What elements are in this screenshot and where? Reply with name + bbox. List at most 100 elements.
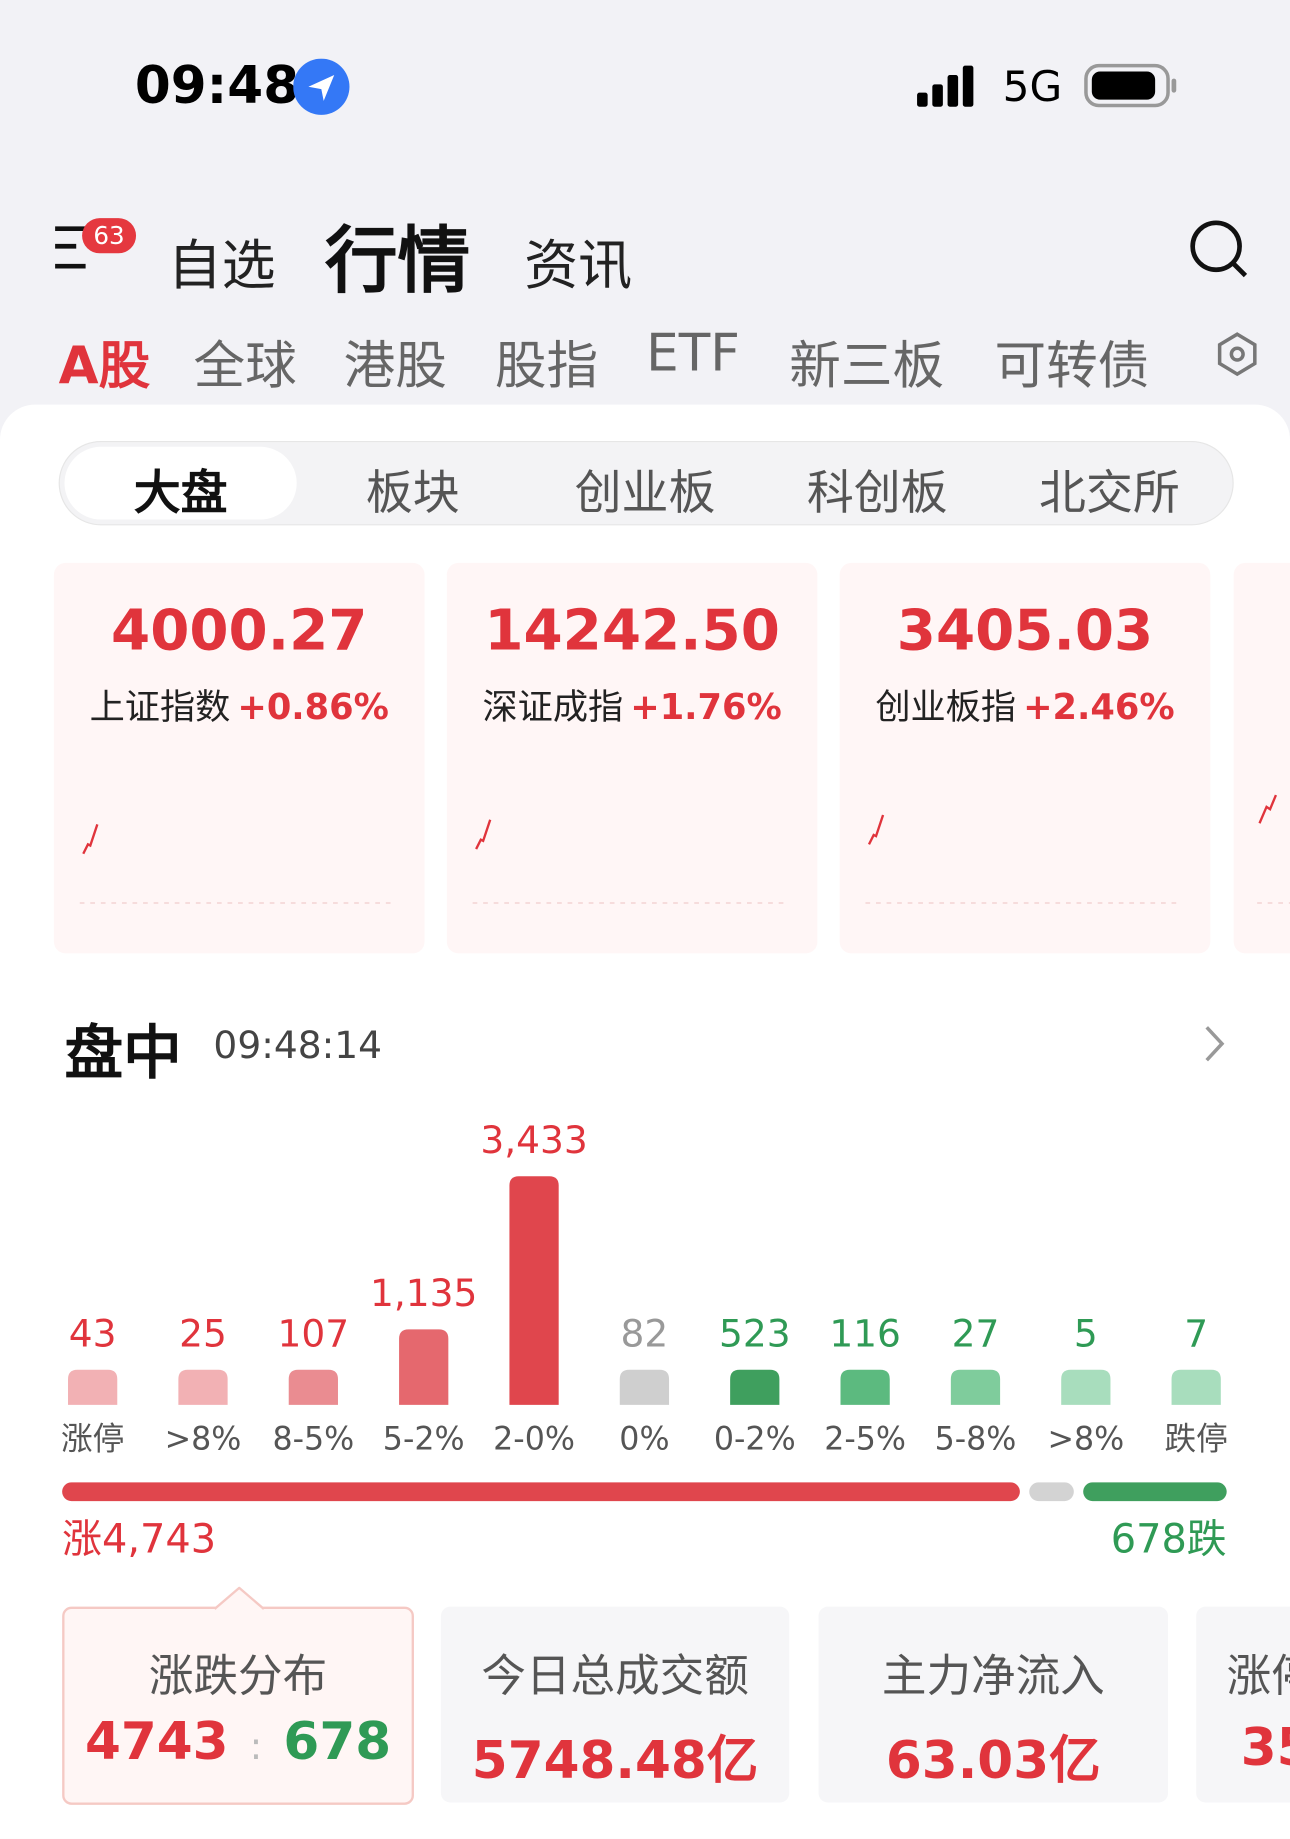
card-value: 35 <box>1240 1718 1290 1778</box>
index-row: 深证成指 +1.76% <box>447 678 818 730</box>
up-count: 4743 <box>84 1712 229 1772</box>
distribution-chart: 43涨停25>8%1078-5%1,1355-2%3,4332-0%820%52… <box>61 1118 1228 1563</box>
index-row: 上证指数 +0.86% <box>54 678 425 730</box>
up-label: 涨4,743 <box>62 1517 216 1563</box>
summary-card[interactable]: 涨停 35 <box>1196 1606 1290 1803</box>
bar <box>178 1369 228 1405</box>
battery-icon <box>1084 63 1177 108</box>
segment-tab[interactable]: 大盘 <box>133 466 228 521</box>
bar <box>509 1176 559 1405</box>
segment-tab[interactable]: 北交所 <box>1039 466 1180 521</box>
card-value: 63.03亿 <box>885 1730 1101 1791</box>
bar <box>730 1369 780 1405</box>
index-change: +2.46% <box>1023 687 1175 729</box>
category-label: >8% <box>165 1421 242 1457</box>
index-card <box>1233 562 1290 954</box>
index-card[interactable]: 14242.50 深证成指 +1.76% <box>446 562 818 954</box>
nav-tab[interactable]: 资讯 <box>524 233 633 297</box>
bar <box>1061 1369 1111 1405</box>
breadth-down <box>1083 1482 1227 1502</box>
bar <box>619 1369 670 1405</box>
market-tab[interactable]: 股指 <box>494 336 599 397</box>
index-name: 创业板指 <box>875 687 1017 729</box>
signal-icon <box>917 65 974 107</box>
card-value: 5748.48亿 <box>471 1730 759 1791</box>
clock: 09:48 <box>134 56 300 117</box>
index-row: 创业板指 +2.46% <box>840 678 1211 730</box>
summary-card[interactable]: 主力净流入 63.03亿 <box>818 1606 1169 1803</box>
section-title: 盘中 <box>64 1019 182 1088</box>
down-label: 678跌 <box>1111 1517 1227 1563</box>
nav-tab[interactable]: 行情 <box>324 218 471 304</box>
value-label: 116 <box>829 1311 901 1355</box>
index-value: 14242.50 <box>484 598 780 664</box>
market-tab[interactable]: 港股 <box>343 336 447 397</box>
index-change: +0.86% <box>237 687 389 729</box>
sparkline <box>79 824 397 904</box>
location-icon <box>293 58 350 115</box>
settings-icon[interactable] <box>1214 331 1261 378</box>
section-time: 09:48:14 <box>213 1022 382 1068</box>
card-title: 涨停 <box>1226 1650 1290 1702</box>
index-card[interactable]: 3405.03 创业板指 +2.46% <box>839 562 1211 954</box>
category-label: 5-8% <box>935 1421 1017 1457</box>
index-value: 3405.03 <box>896 598 1154 664</box>
down-count: 678 <box>283 1712 392 1772</box>
value-label: 3,433 <box>480 1118 587 1162</box>
category-label: 5-2% <box>383 1421 465 1457</box>
value-label: 7 <box>1184 1311 1208 1355</box>
segment-selected <box>64 446 297 520</box>
breadth-up <box>62 1482 1020 1502</box>
bar <box>840 1369 890 1405</box>
category-label: 0-2% <box>714 1421 796 1457</box>
summary-card[interactable]: 今日总成交额 5748.48亿 <box>440 1606 790 1803</box>
market-tab[interactable]: A股 <box>58 336 151 397</box>
category-label: 8-5% <box>272 1421 354 1457</box>
card-value: 4743:678 <box>84 1712 392 1772</box>
index-name: 深证成指 <box>482 687 624 729</box>
market-tab[interactable]: 新三板 <box>789 336 945 397</box>
bar <box>288 1369 338 1405</box>
category-label: >8% <box>1047 1421 1124 1457</box>
market-tab[interactable]: 全球 <box>193 336 297 397</box>
value-label: 82 <box>621 1311 669 1355</box>
value-label: 523 <box>719 1311 791 1355</box>
sparkline <box>865 814 1183 904</box>
network: 5G <box>1002 63 1063 112</box>
menu-icon[interactable] <box>52 223 94 275</box>
index-value: 4000.27 <box>111 598 368 664</box>
bar <box>399 1329 449 1405</box>
value-label: 5 <box>1074 1311 1098 1355</box>
card-title: 涨跌分布 <box>148 1650 328 1702</box>
value-label: 1,135 <box>370 1271 477 1315</box>
value-label: 27 <box>952 1311 1000 1355</box>
value-label: 25 <box>179 1311 227 1355</box>
sparkline <box>472 819 790 904</box>
summary-card[interactable] <box>62 1606 414 1805</box>
category-label: 2-5% <box>824 1421 906 1457</box>
category-label: 2-0% <box>493 1421 575 1457</box>
index-name: 上证指数 <box>89 687 231 729</box>
nav-tab[interactable]: 自选 <box>167 233 276 297</box>
segment-tab[interactable]: 创业板 <box>574 466 716 521</box>
value-label: 43 <box>69 1311 117 1355</box>
category-label: 涨停 <box>61 1421 124 1457</box>
card-title: 今日总成交额 <box>481 1650 749 1702</box>
bar <box>950 1369 1001 1405</box>
segment-tab[interactable]: 科创板 <box>806 466 948 521</box>
breadth-flat <box>1029 1482 1074 1502</box>
search-icon[interactable] <box>1187 217 1253 283</box>
chevron[interactable] <box>1201 1023 1229 1065</box>
card-title: 主力净流入 <box>881 1650 1105 1702</box>
bar <box>1171 1369 1221 1405</box>
segment-tab[interactable]: 板块 <box>365 466 460 521</box>
market-tab[interactable]: ETF <box>646 323 740 384</box>
category-label: 0% <box>619 1421 669 1457</box>
card-notch <box>214 1586 264 1610</box>
market-tab[interactable]: 可转债 <box>994 336 1150 397</box>
index-change: +1.76% <box>630 687 782 729</box>
index-card[interactable]: 4000.27 上证指数 +0.86% <box>53 562 425 954</box>
bar <box>68 1369 118 1405</box>
